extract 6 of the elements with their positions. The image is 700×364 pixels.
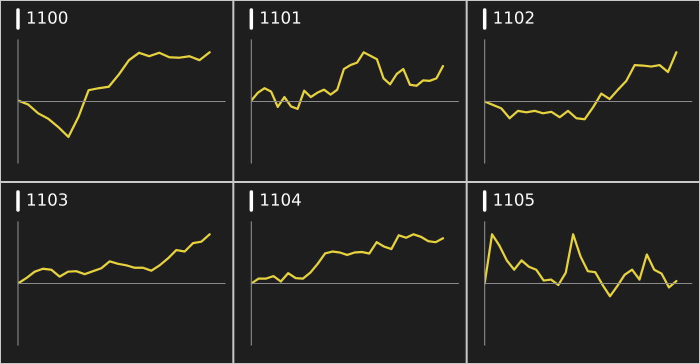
- chart-title: 1101: [261, 11, 300, 24]
- chart-title: 1100: [28, 11, 68, 24]
- chart-title: 1102: [494, 11, 534, 24]
- chart-title: 1103: [28, 193, 68, 206]
- chart-title: 1104: [261, 193, 301, 206]
- chart-title: 1105: [494, 193, 534, 206]
